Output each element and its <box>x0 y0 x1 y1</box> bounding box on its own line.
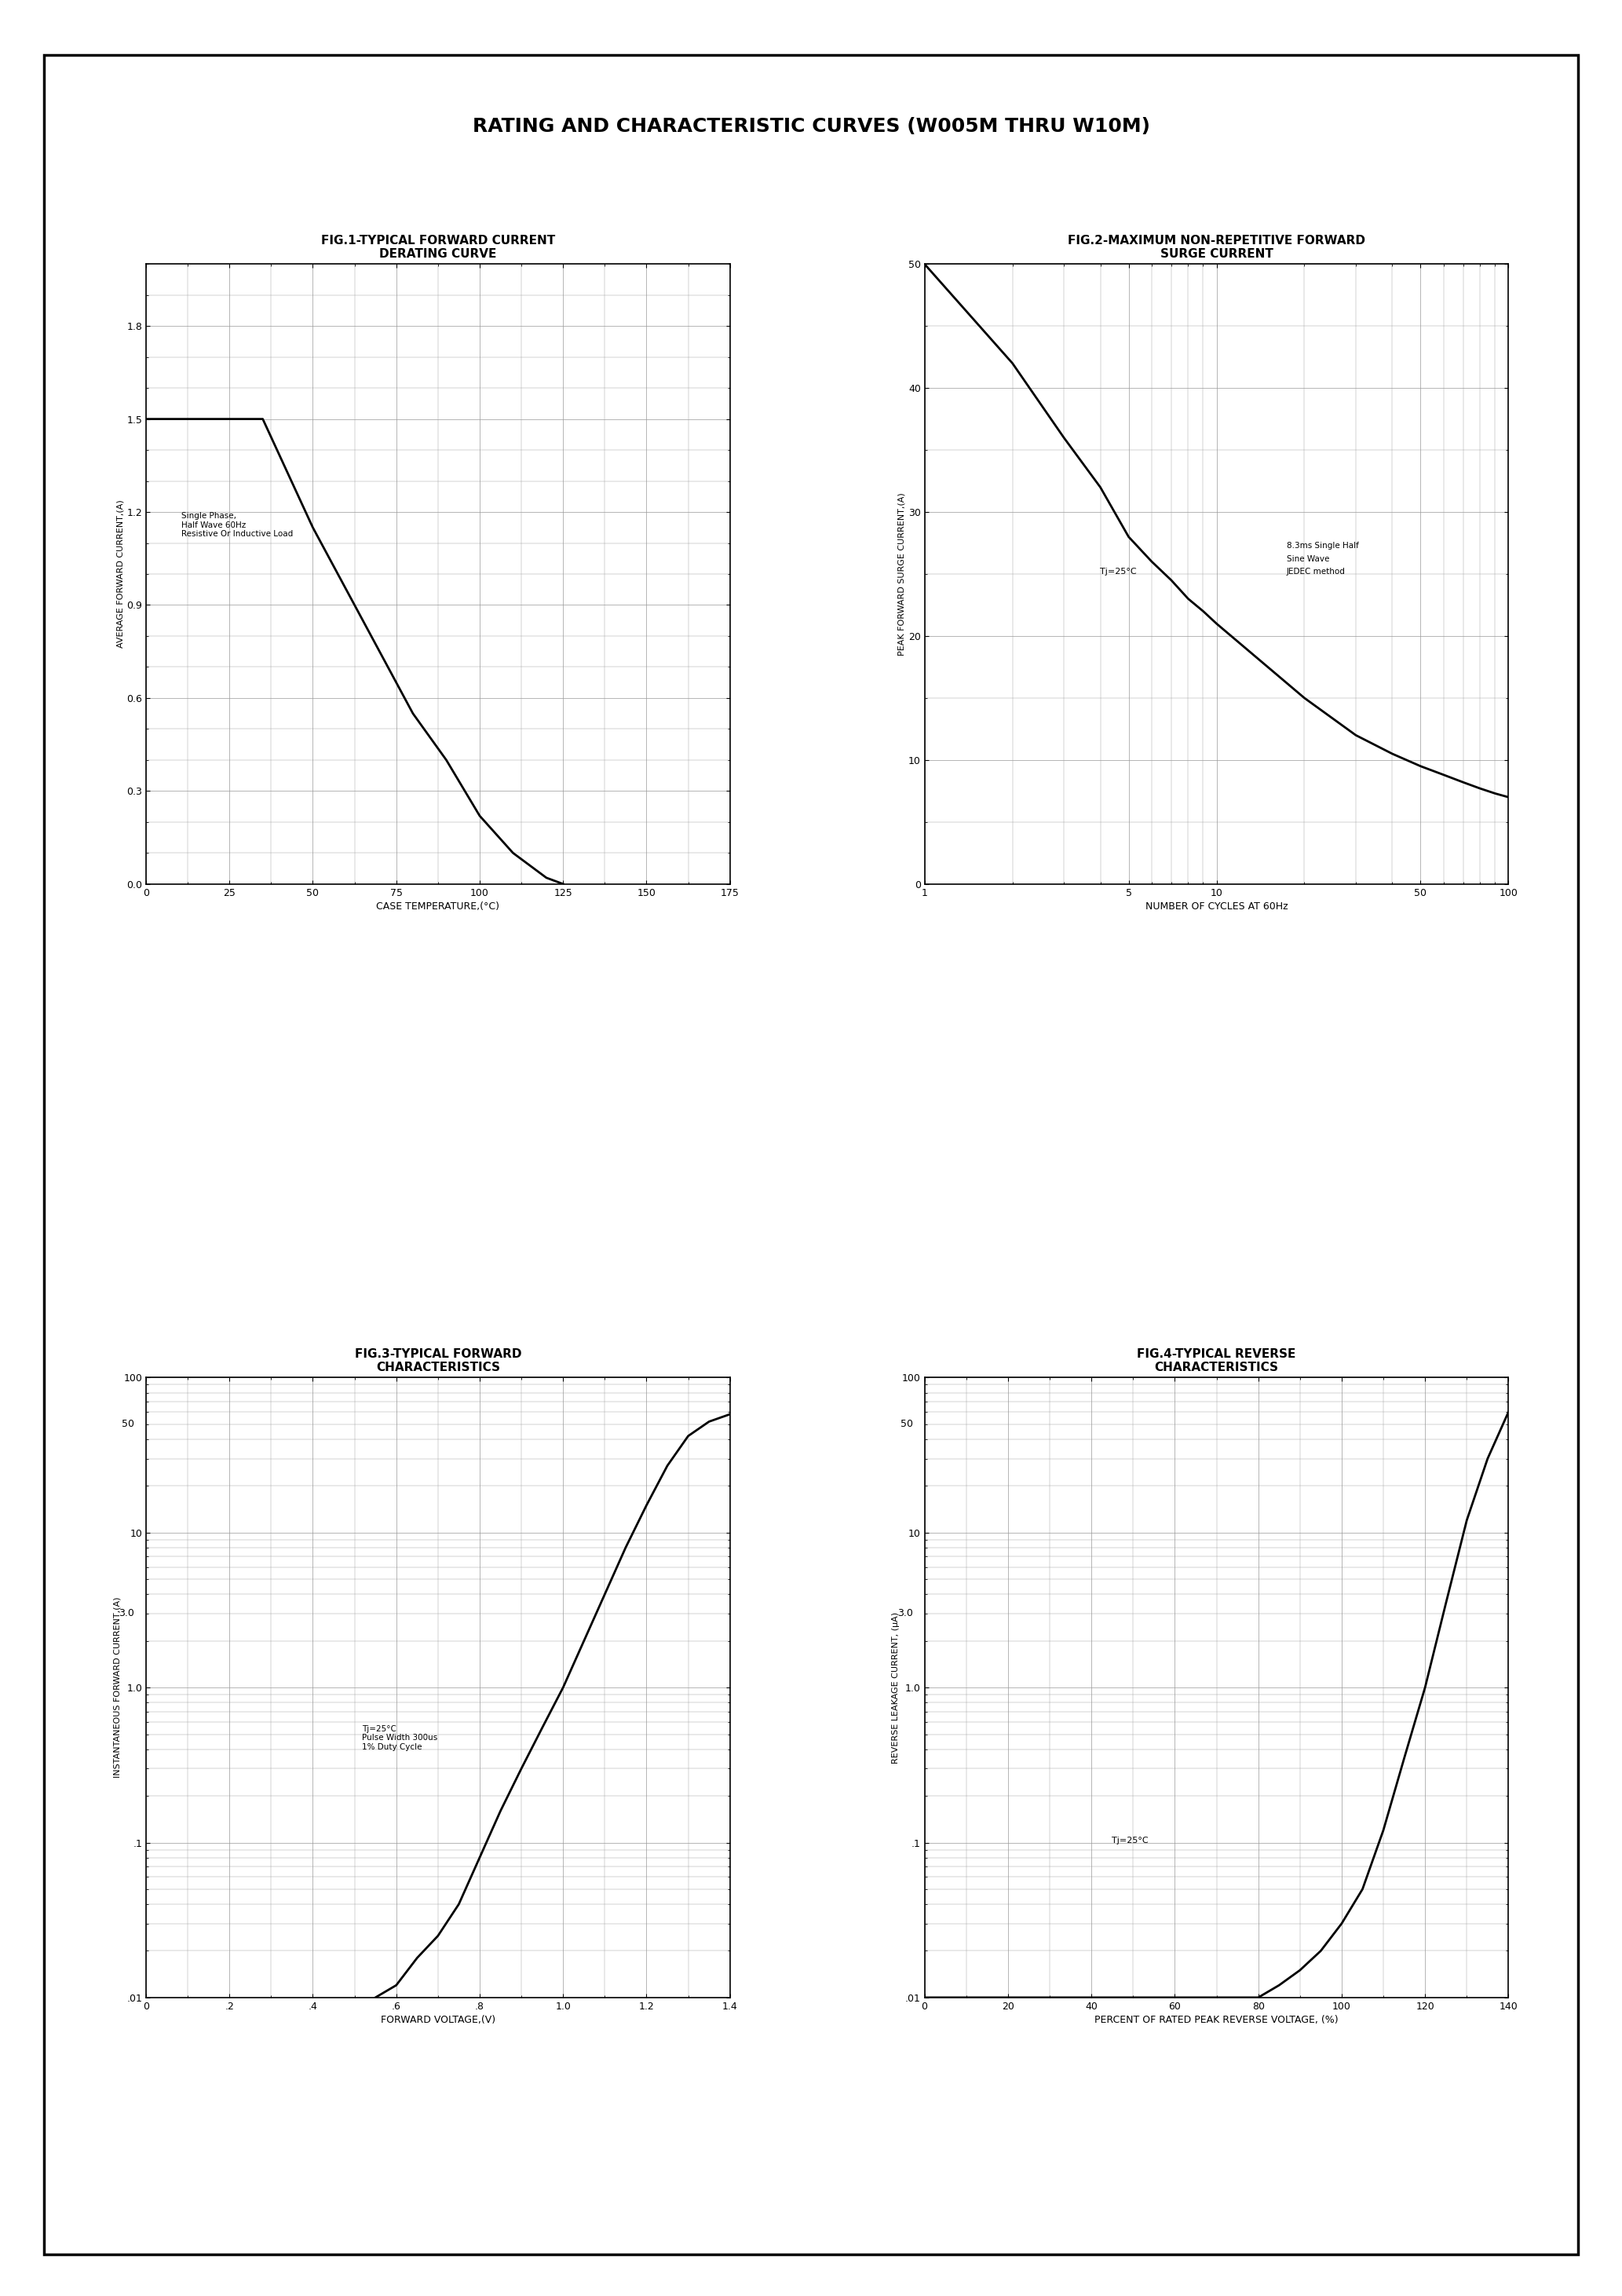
Title: FIG.1-TYPICAL FORWARD CURRENT
DERATING CURVE: FIG.1-TYPICAL FORWARD CURRENT DERATING C… <box>321 234 555 259</box>
Text: 50: 50 <box>122 1419 135 1430</box>
X-axis label: NUMBER OF CYCLES AT 60Hz: NUMBER OF CYCLES AT 60Hz <box>1145 902 1288 912</box>
Text: 3.0: 3.0 <box>897 1609 913 1619</box>
Y-axis label: AVERAGE FORWARD CURRENT,(A): AVERAGE FORWARD CURRENT,(A) <box>117 501 125 647</box>
X-axis label: FORWARD VOLTAGE,(V): FORWARD VOLTAGE,(V) <box>381 2016 495 2025</box>
Y-axis label: PEAK FORWARD SURGE CURRENT,(A): PEAK FORWARD SURGE CURRENT,(A) <box>899 491 907 657</box>
Text: Tj=25°C: Tj=25°C <box>1100 567 1137 576</box>
Title: FIG.2-MAXIMUM NON-REPETITIVE FORWARD
SURGE CURRENT: FIG.2-MAXIMUM NON-REPETITIVE FORWARD SUR… <box>1067 234 1366 259</box>
Text: 3.0: 3.0 <box>118 1609 135 1619</box>
Text: 50: 50 <box>900 1419 913 1430</box>
Y-axis label: REVERSE LEAKAGE CURRENT, (μA): REVERSE LEAKAGE CURRENT, (μA) <box>892 1612 900 1763</box>
Y-axis label: INSTANTANEOUS FORWARD CURRENT,(A): INSTANTANEOUS FORWARD CURRENT,(A) <box>114 1598 122 1777</box>
Text: 8.3ms Single Half
Sine Wave
JEDEC method: 8.3ms Single Half Sine Wave JEDEC method <box>1286 542 1359 576</box>
Title: FIG.3-TYPICAL FORWARD
CHARACTERISTICS: FIG.3-TYPICAL FORWARD CHARACTERISTICS <box>355 1348 521 1373</box>
X-axis label: PERCENT OF RATED PEAK REVERSE VOLTAGE, (%): PERCENT OF RATED PEAK REVERSE VOLTAGE, (… <box>1095 2016 1338 2025</box>
Text: Tj=25°C
Pulse Width 300us
1% Duty Cycle: Tj=25°C Pulse Width 300us 1% Duty Cycle <box>362 1724 438 1752</box>
Text: RATING AND CHARACTERISTIC CURVES (W005M THRU W10M): RATING AND CHARACTERISTIC CURVES (W005M … <box>472 117 1150 135</box>
Text: Single Phase,
Half Wave 60Hz
Resistive Or Inductive Load: Single Phase, Half Wave 60Hz Resistive O… <box>182 512 292 537</box>
X-axis label: CASE TEMPERATURE,(°C): CASE TEMPERATURE,(°C) <box>376 902 500 912</box>
Text: Tj=25°C: Tj=25°C <box>1111 1837 1148 1844</box>
Title: FIG.4-TYPICAL REVERSE
CHARACTERISTICS: FIG.4-TYPICAL REVERSE CHARACTERISTICS <box>1137 1348 1296 1373</box>
